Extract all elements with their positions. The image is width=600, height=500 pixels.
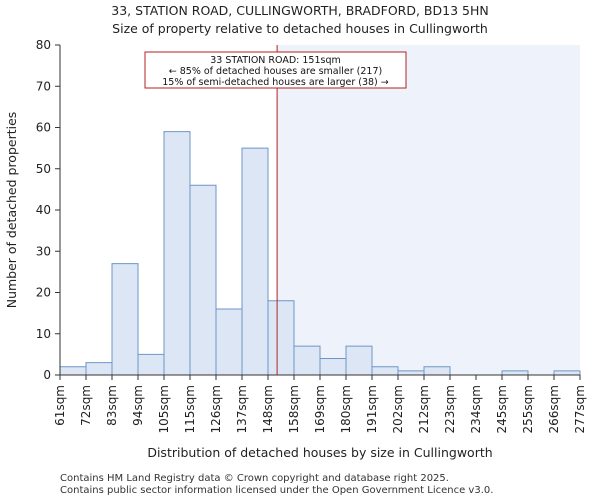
annotation-line: 15% of semi-detached houses are larger (… bbox=[162, 77, 389, 88]
x-tick-label: 266sqm bbox=[547, 385, 561, 433]
x-tick-label: 148sqm bbox=[261, 385, 275, 433]
y-tick-label: 40 bbox=[36, 203, 51, 217]
x-tick-label: 202sqm bbox=[391, 385, 405, 433]
bar bbox=[345, 345, 373, 376]
x-tick-label: 126sqm bbox=[209, 385, 223, 433]
x-tick-label: 212sqm bbox=[417, 385, 431, 433]
bar bbox=[137, 353, 165, 376]
annotation-line: 33 STATION ROAD: 151sqm bbox=[210, 55, 341, 66]
y-axis-title: Number of detached properties bbox=[4, 112, 19, 309]
annotation-line: ← 85% of detached houses are smaller (21… bbox=[169, 66, 382, 77]
bar bbox=[189, 184, 217, 376]
highlight-region bbox=[277, 45, 580, 375]
chart-subtitle: Size of property relative to detached ho… bbox=[112, 21, 488, 36]
bar bbox=[319, 358, 347, 376]
bar bbox=[59, 366, 87, 376]
bar bbox=[293, 345, 321, 376]
footer-line-1: Contains HM Land Registry data © Crown c… bbox=[60, 473, 449, 484]
annotation-box bbox=[144, 51, 407, 89]
x-tick-label: 255sqm bbox=[521, 385, 535, 433]
bar bbox=[501, 370, 529, 376]
x-tick-label: 115sqm bbox=[183, 385, 197, 433]
y-tick-label: 70 bbox=[36, 79, 51, 93]
x-tick-label: 234sqm bbox=[469, 385, 483, 433]
y-tick-label: 50 bbox=[36, 162, 51, 176]
x-tick-label: 191sqm bbox=[365, 385, 379, 433]
bar bbox=[111, 263, 139, 376]
x-tick-label: 94sqm bbox=[131, 385, 145, 426]
bar bbox=[215, 308, 243, 376]
footer-line-2: Contains public sector information licen… bbox=[60, 485, 494, 496]
x-tick-label: 169sqm bbox=[313, 385, 327, 433]
histogram-chart: 0 10 20 30 40 50 60 70 80 61sqm 72sqm 83sqm 94sqm 105… bbox=[4, 38, 587, 460]
x-tick-label: 277sqm bbox=[573, 385, 587, 433]
x-tick-label: 245sqm bbox=[495, 385, 509, 433]
y-tick-label: 80 bbox=[36, 38, 51, 52]
x-axis-title: Distribution of detached houses by size … bbox=[147, 445, 492, 460]
bar bbox=[85, 362, 113, 376]
x-tick-label: 61sqm bbox=[53, 385, 67, 426]
bar bbox=[267, 300, 295, 376]
y-tick-label: 0 bbox=[43, 368, 51, 382]
y-tick-label: 60 bbox=[36, 121, 51, 135]
x-tick-label: 105sqm bbox=[157, 385, 171, 433]
bar bbox=[371, 366, 399, 376]
bar bbox=[397, 370, 425, 376]
bar bbox=[241, 147, 269, 376]
x-tick-label: 83sqm bbox=[105, 385, 119, 426]
y-tick-label: 10 bbox=[36, 327, 51, 341]
bar bbox=[423, 366, 451, 376]
chart-title: 33, STATION ROAD, CULLINGWORTH, BRADFORD… bbox=[111, 3, 489, 18]
x-tick-label: 223sqm bbox=[443, 385, 457, 433]
x-tick-label: 180sqm bbox=[339, 385, 353, 433]
x-tick-label: 158sqm bbox=[287, 385, 301, 433]
bar bbox=[553, 370, 581, 376]
bar bbox=[163, 131, 191, 376]
y-tick-label: 30 bbox=[36, 244, 51, 258]
y-tick-label: 20 bbox=[36, 286, 51, 300]
x-tick-label: 72sqm bbox=[79, 385, 93, 426]
x-tick-label: 137sqm bbox=[235, 385, 249, 433]
